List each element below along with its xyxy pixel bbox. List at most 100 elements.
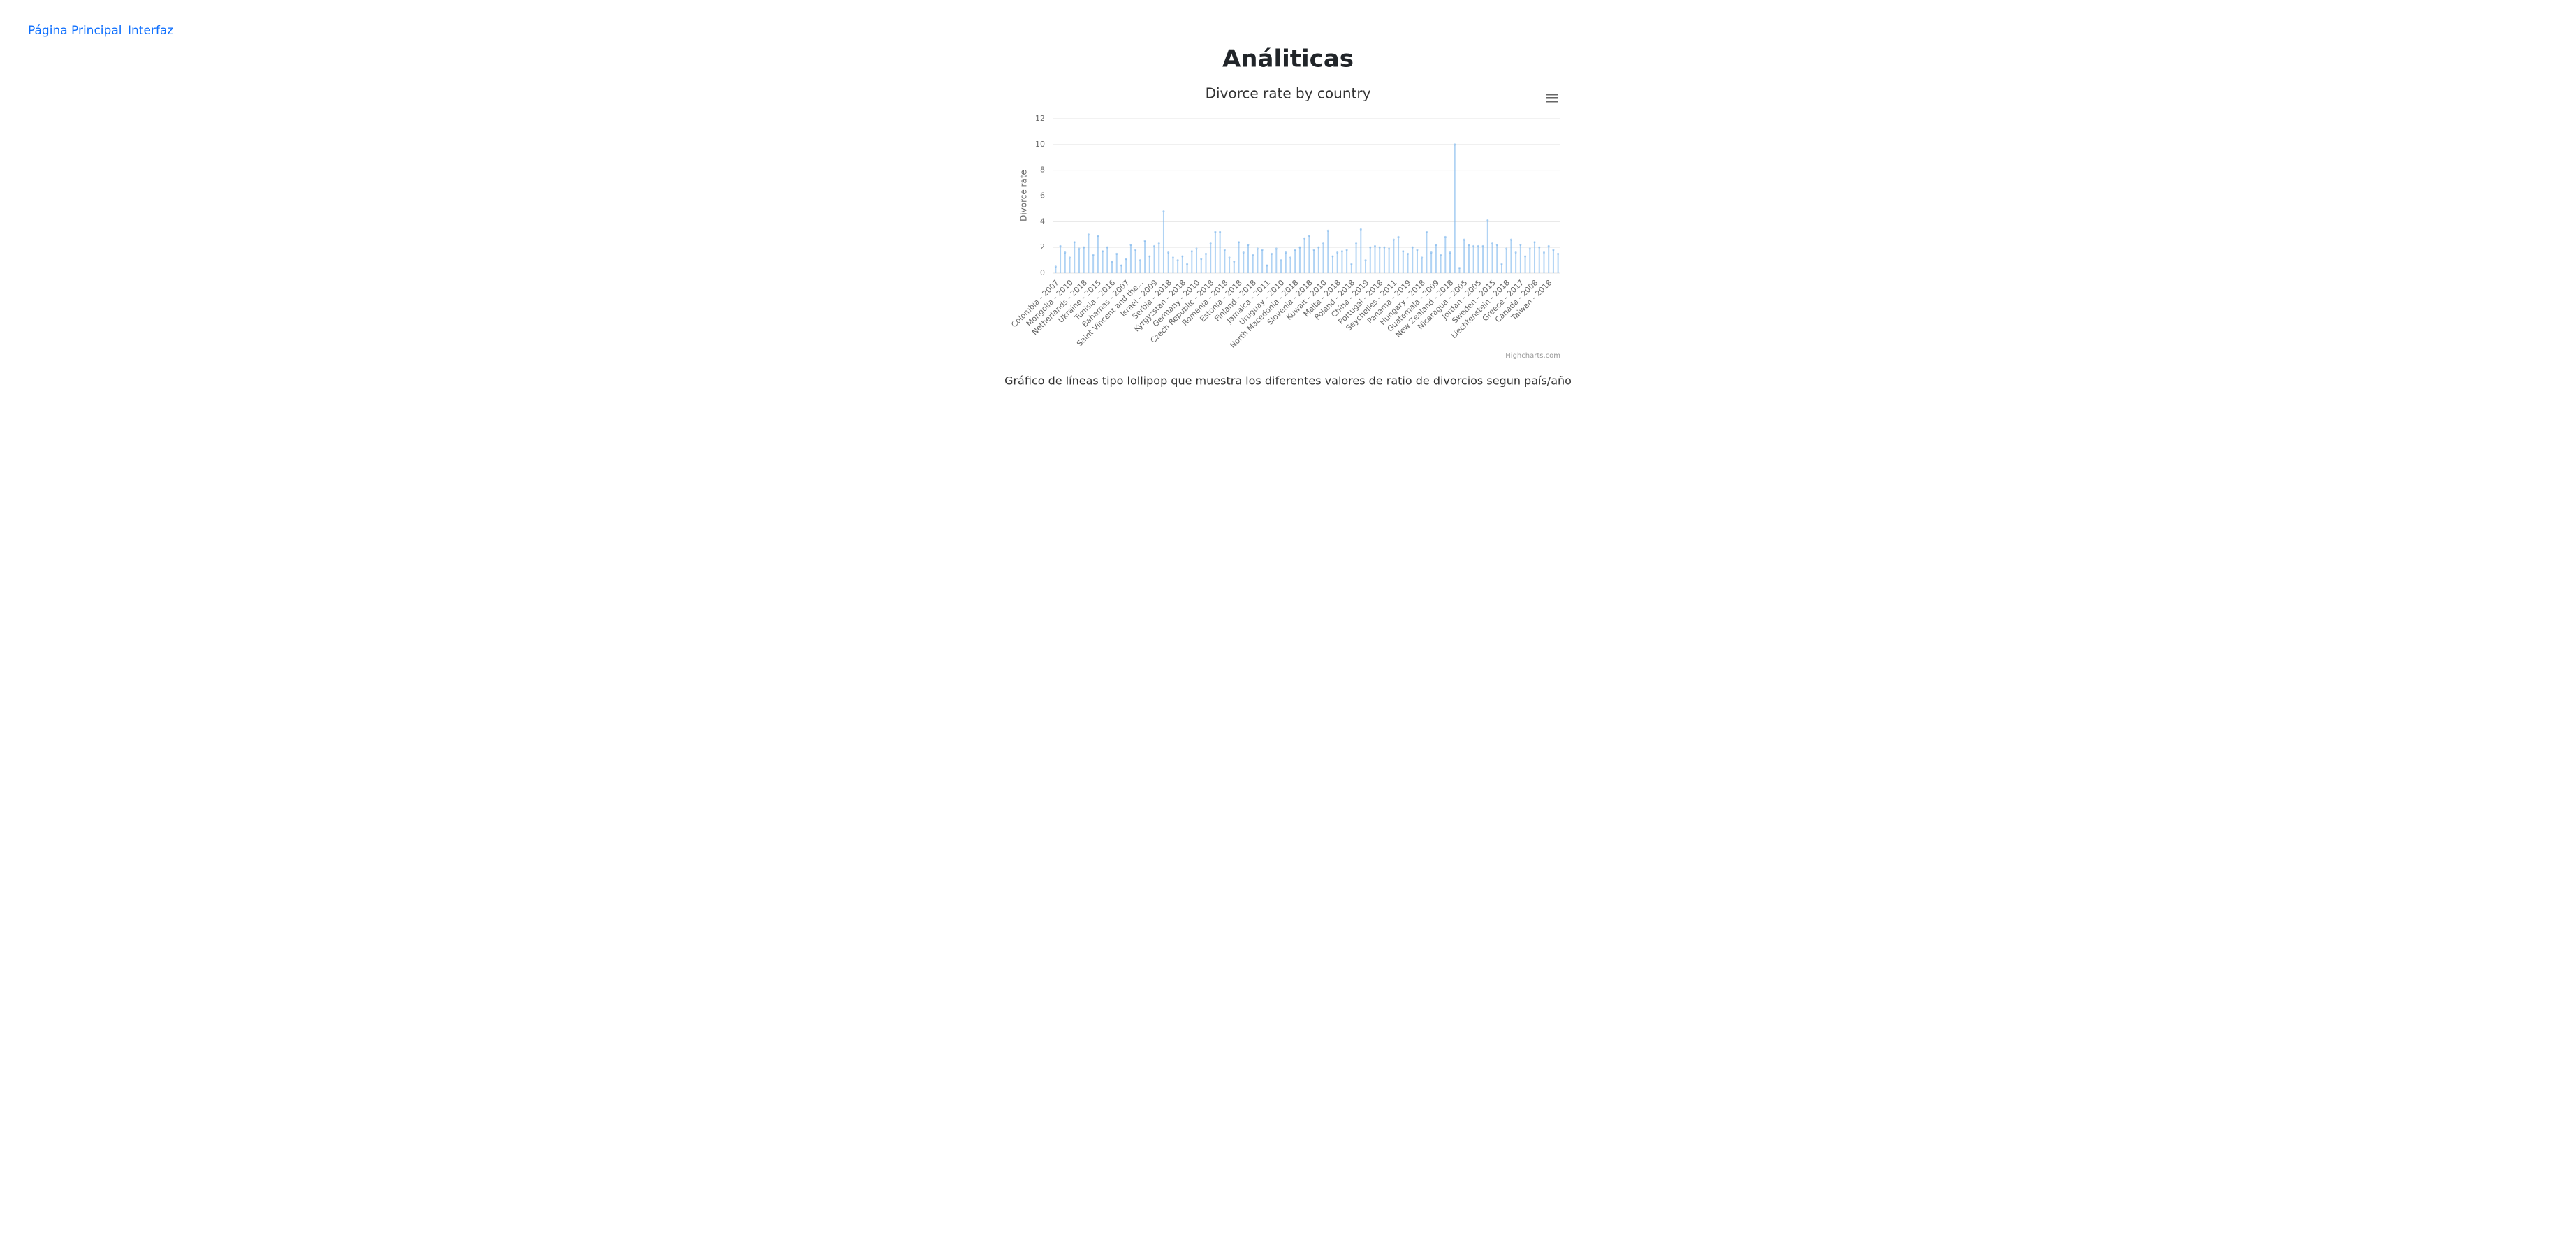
lollipop-head bbox=[1312, 249, 1315, 251]
lollipop-head bbox=[1195, 247, 1198, 250]
lollipop-head bbox=[1486, 219, 1489, 221]
lollipop-head bbox=[1073, 241, 1076, 244]
lollipop-head bbox=[1280, 259, 1282, 262]
credits: Highcharts.com bbox=[1505, 352, 1560, 360]
lollipop-head bbox=[1416, 249, 1419, 251]
y-tick-label: 0 bbox=[1040, 268, 1045, 277]
lollipop-head bbox=[1397, 235, 1400, 238]
lollipop-head bbox=[1200, 258, 1203, 261]
lollipop-head bbox=[1383, 246, 1386, 249]
lollipop-head bbox=[1505, 247, 1508, 250]
lollipop-head bbox=[1322, 242, 1325, 245]
nav-link[interactable]: Página Principal bbox=[28, 24, 122, 38]
lollipop-head bbox=[1157, 242, 1160, 245]
lollipop-head bbox=[1125, 258, 1127, 261]
lollipop-head bbox=[1411, 246, 1414, 249]
lollipop-head bbox=[1204, 252, 1207, 255]
lollipop-head bbox=[1481, 244, 1484, 247]
lollipop-head bbox=[1186, 263, 1189, 265]
lollipop-head bbox=[1542, 251, 1545, 254]
lollipop-head bbox=[1223, 249, 1226, 251]
lollipop-head bbox=[1190, 250, 1193, 253]
lollipop-head bbox=[1364, 259, 1367, 262]
lollipop-head bbox=[1340, 250, 1343, 253]
lollipop-head bbox=[1421, 256, 1424, 259]
lollipop-head bbox=[1425, 231, 1428, 233]
lollipop-head bbox=[1143, 240, 1146, 242]
lollipop-head bbox=[1458, 267, 1461, 270]
lollipop-head bbox=[1495, 243, 1498, 246]
lollipop-head bbox=[1219, 231, 1222, 233]
lollipop-head bbox=[1102, 250, 1104, 253]
chart-title: Divorce rate by country bbox=[1206, 85, 1371, 102]
caption: Gráfico de líneas tipo lollipop que mues… bbox=[1004, 374, 1572, 388]
menu-button[interactable] bbox=[1546, 94, 1558, 103]
lollipop-head bbox=[1256, 247, 1259, 250]
lollipop-head bbox=[1078, 247, 1081, 250]
lollipop-head bbox=[1369, 246, 1372, 249]
lollipop-head bbox=[1378, 246, 1381, 249]
lollipop-head bbox=[1514, 251, 1517, 254]
lollipop-head bbox=[1261, 249, 1264, 251]
lollipop-head bbox=[1247, 243, 1250, 246]
y-tick-label: 6 bbox=[1040, 191, 1045, 200]
nav-link[interactable]: Interfaz bbox=[128, 24, 173, 38]
lollipop-head bbox=[1111, 260, 1113, 263]
y-tick-label: 12 bbox=[1035, 114, 1045, 123]
y-axis-label: Divorce rate bbox=[1019, 170, 1029, 221]
page-title: Análiticas bbox=[1222, 45, 1354, 73]
lollipop-head bbox=[1317, 246, 1320, 249]
menu-bar bbox=[1546, 101, 1558, 103]
lollipop-head bbox=[1298, 246, 1301, 249]
lollipop-head bbox=[1176, 259, 1179, 262]
lollipop-head bbox=[1463, 238, 1465, 241]
lollipop-head bbox=[1252, 254, 1254, 256]
lollipop-head bbox=[1059, 244, 1062, 247]
lollipop-head bbox=[1069, 256, 1071, 259]
lollipop-head bbox=[1294, 249, 1296, 251]
lollipop-head bbox=[1129, 243, 1132, 246]
lollipop-head bbox=[1087, 233, 1090, 236]
lollipop-head bbox=[1326, 229, 1329, 232]
lollipop-head bbox=[1115, 252, 1118, 255]
lollipop-head bbox=[1477, 244, 1479, 247]
lollipop-head bbox=[1407, 252, 1410, 255]
lollipop-head bbox=[1271, 252, 1273, 255]
lollipop-head bbox=[1214, 231, 1217, 233]
lollipop-head bbox=[1153, 244, 1156, 247]
lollipop-head bbox=[1275, 247, 1278, 250]
lollipop-head bbox=[1430, 251, 1433, 254]
lollipop-head bbox=[1139, 259, 1141, 262]
lollipop-head bbox=[1167, 251, 1170, 254]
lollipop-head bbox=[1228, 256, 1231, 259]
lollipop-head bbox=[1162, 210, 1165, 213]
y-tick-label: 4 bbox=[1040, 217, 1045, 226]
lollipop-head bbox=[1472, 244, 1475, 247]
lollipop-head bbox=[1181, 255, 1184, 258]
lollipop-head bbox=[1345, 249, 1348, 251]
lollipop-head bbox=[1538, 246, 1541, 249]
lollipop-head bbox=[1547, 244, 1550, 247]
lollipop-head bbox=[1148, 255, 1151, 258]
y-tick-label: 8 bbox=[1040, 166, 1045, 175]
lollipop-head bbox=[1350, 263, 1353, 265]
lollipop-head bbox=[1509, 238, 1512, 241]
lollipop-head bbox=[1373, 244, 1376, 247]
lollipop-head bbox=[1106, 246, 1108, 249]
lollipop-head bbox=[1266, 264, 1268, 267]
menu-bar bbox=[1546, 97, 1558, 99]
lollipop-head bbox=[1120, 264, 1122, 267]
lollipop-head bbox=[1557, 252, 1560, 255]
lollipop-head bbox=[1468, 243, 1470, 246]
y-tick-label: 2 bbox=[1040, 242, 1045, 251]
lollipop-head bbox=[1388, 247, 1391, 250]
lollipop-head bbox=[1359, 228, 1362, 231]
lollipop-head bbox=[1331, 255, 1334, 258]
lollipop-head bbox=[1209, 242, 1212, 245]
lollipop-head bbox=[1500, 263, 1503, 265]
lollipop-head bbox=[1308, 235, 1310, 238]
lollipop-head bbox=[1491, 242, 1494, 245]
lollipop-head bbox=[1524, 255, 1527, 258]
